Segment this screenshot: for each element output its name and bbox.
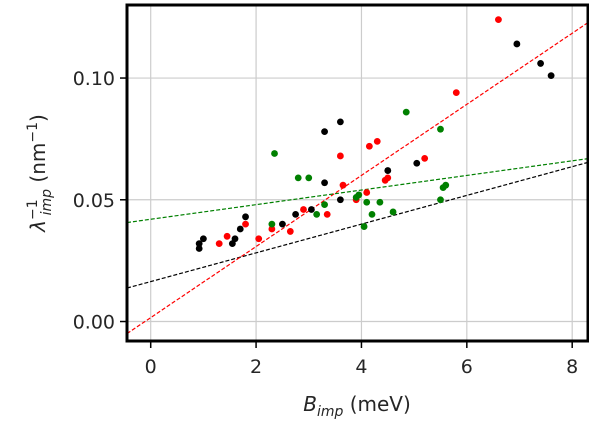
y-axis-label-sup: −1	[25, 199, 41, 220]
data-point-series-1	[336, 196, 344, 204]
data-point-series-3	[355, 191, 363, 199]
data-point-series-1	[321, 179, 328, 187]
grid-lines	[127, 5, 588, 341]
data-point-series-2	[365, 142, 373, 150]
x-axis-label-rest: (meV)	[343, 392, 410, 416]
data-point-series-1	[195, 240, 203, 248]
data-point-series-2	[495, 16, 502, 24]
data-point-series-2	[323, 210, 331, 218]
data-point-series-2	[268, 225, 276, 233]
data-point-series-1	[384, 167, 392, 174]
axis-ticks: 0 2 4 6 8 0.00 0.05 0.10	[73, 68, 579, 378]
y-axis-label: λ−1imp (nm−1)	[25, 114, 55, 233]
data-point-series-3	[305, 174, 313, 182]
data-point-series-2	[300, 206, 307, 213]
data-point-series-1	[308, 206, 315, 213]
data-point-series-3	[376, 198, 384, 206]
data-point-series-1	[292, 210, 299, 218]
x-tick-label: 0	[145, 356, 157, 378]
data-point-series-2	[255, 235, 263, 243]
data-point-series-1	[547, 72, 555, 80]
data-point-series-2	[373, 137, 381, 145]
data-point-series-2	[336, 152, 344, 160]
data-point-series-3	[268, 220, 276, 228]
x-axis-label: Bimp (meV)	[303, 392, 411, 420]
data-point-series-2	[363, 189, 371, 196]
data-point-series-1	[231, 235, 239, 243]
data-point-series-3	[389, 208, 397, 216]
fit-lines	[127, 22, 588, 335]
data-point-series-3	[271, 150, 278, 157]
data-point-series-3	[437, 125, 444, 133]
data-points	[195, 16, 555, 252]
data-point-series-3	[402, 108, 410, 116]
fit-line-2	[127, 22, 588, 335]
x-tick-label: 8	[566, 356, 578, 378]
data-point-series-1	[537, 60, 544, 67]
data-point-series-2	[242, 220, 249, 228]
data-point-series-2	[223, 232, 231, 240]
fit-line-3	[127, 158, 588, 224]
data-point-series-2	[421, 154, 429, 162]
data-point-series-1	[195, 245, 203, 252]
data-point-series-3	[360, 223, 368, 230]
data-point-series-1	[413, 159, 421, 167]
data-point-series-2	[215, 240, 223, 248]
y-tick-label: 0.05	[73, 190, 115, 212]
y-axis-label-end: )	[26, 114, 50, 122]
y-tick-label: 0.00	[73, 312, 115, 334]
data-point-series-1	[513, 40, 521, 48]
y-axis-label-rest: (nm	[26, 143, 50, 189]
plot-frame	[125, 3, 589, 343]
data-point-series-1	[336, 118, 344, 126]
x-tick-label: 6	[461, 356, 473, 378]
data-point-series-3	[442, 181, 450, 189]
y-axis-label-main: λ	[26, 220, 50, 233]
y-axis-label-rest-sup: −1	[25, 122, 41, 143]
x-tick-label: 2	[250, 356, 262, 378]
data-point-series-2	[339, 181, 347, 189]
data-point-series-1	[279, 220, 286, 228]
data-point-series-3	[313, 210, 321, 218]
x-axis-label-main: B	[303, 392, 317, 416]
data-point-series-3	[363, 198, 371, 206]
x-tick-label: 4	[355, 356, 367, 378]
x-axis-label-sub: imp	[317, 404, 344, 420]
data-point-series-3	[368, 210, 376, 218]
fit-line-1	[127, 161, 588, 289]
data-point-series-3	[321, 201, 328, 209]
data-point-series-1	[321, 128, 328, 136]
data-point-series-3	[437, 196, 444, 204]
data-point-series-2	[452, 89, 460, 97]
data-point-series-2	[286, 228, 294, 235]
y-axis-label-sub: imp	[39, 189, 55, 216]
data-point-series-1	[199, 235, 207, 243]
data-point-series-2	[384, 174, 392, 182]
data-point-series-3	[294, 174, 302, 182]
data-point-series-1	[242, 213, 249, 221]
y-tick-label: 0.10	[73, 68, 115, 90]
data-point-series-1	[236, 225, 244, 233]
